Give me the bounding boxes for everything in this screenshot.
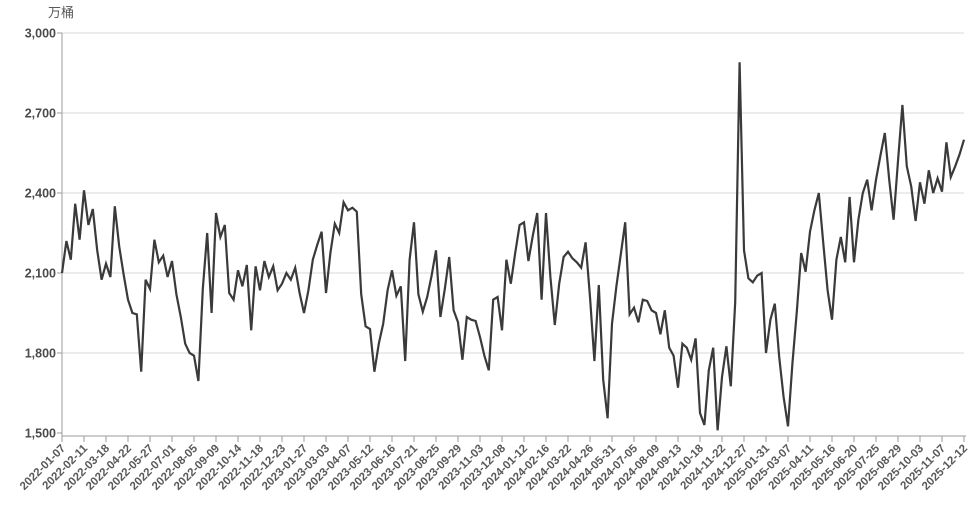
y-tick-label: 2,400: [25, 187, 56, 201]
series-line: [60, 62, 966, 431]
y-axis-labels: 3,000 2,700 2,400 2,100 1,800 1,500: [25, 27, 56, 441]
y-axis-title: 万桶: [48, 6, 74, 21]
y-tick-label: 1,800: [25, 347, 56, 361]
y-tick-label: 1,500: [25, 427, 56, 441]
y-tick-label: 2,700: [25, 107, 56, 121]
axes: [57, 32, 966, 442]
x-axis-labels: 2022-01-072022-02-112022-03-182022-04-22…: [18, 442, 968, 493]
y-tick-label: 2,100: [25, 267, 56, 281]
y-tick-label: 3,000: [25, 27, 56, 41]
